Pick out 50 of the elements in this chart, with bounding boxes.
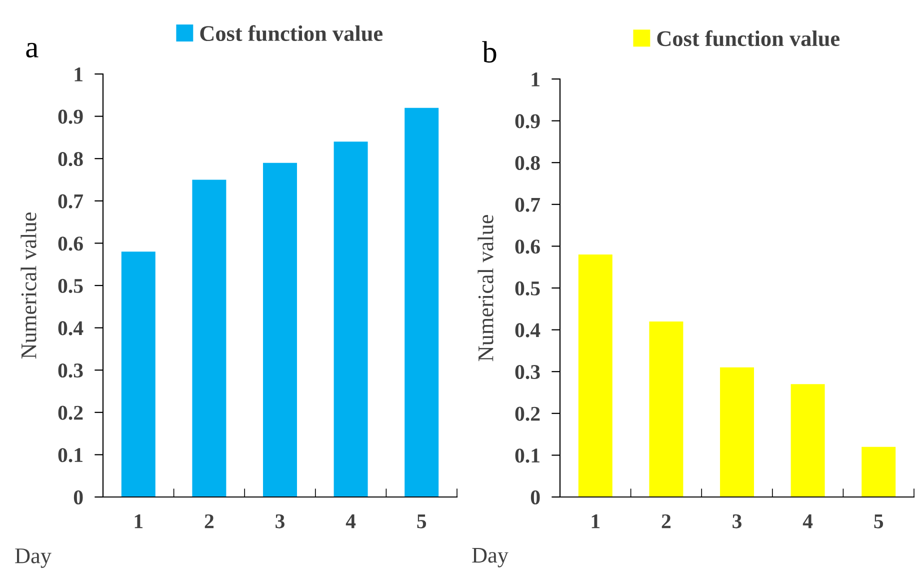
y-tick-label: 0.8 xyxy=(58,152,83,166)
y-tick-label: 0.2 xyxy=(58,406,83,420)
x-tick-label: 5 xyxy=(874,514,884,528)
y-tick-label: 0.3 xyxy=(58,363,83,378)
y-tick-label: 0.8 xyxy=(515,156,540,170)
x-tick-label: 1 xyxy=(134,514,143,528)
x-axis-title: Day xyxy=(15,548,52,568)
y-tick-label: 1 xyxy=(74,67,82,82)
y-axis-title: Numerical value xyxy=(478,215,494,362)
bar xyxy=(263,162,297,497)
x-tick-label: 2 xyxy=(204,514,214,528)
y-tick-label: 0.3 xyxy=(515,364,540,380)
x-tick-label: 2 xyxy=(662,514,671,528)
y-axis-title: Numerical value xyxy=(20,212,36,359)
x-tick-label: 3 xyxy=(732,514,742,528)
bar xyxy=(121,252,156,497)
y-tick-label: 0 xyxy=(530,490,540,504)
x-tick-label: 1 xyxy=(592,514,600,528)
bar xyxy=(192,180,226,497)
bar xyxy=(649,321,684,497)
x-tick-label: 5 xyxy=(417,514,426,528)
y-tick-label: 0.5 xyxy=(515,281,540,296)
y-tick-label: 0.7 xyxy=(515,198,540,212)
y-tick-label: 0.6 xyxy=(515,240,540,254)
x-tick-label: 4 xyxy=(802,514,813,528)
bar xyxy=(862,446,896,497)
chart-title: a xyxy=(26,42,38,58)
y-tick-label: 0.4 xyxy=(58,321,84,336)
legend-label: Cost function value xyxy=(200,25,383,42)
bar xyxy=(404,108,439,497)
y-tick-label: 0.1 xyxy=(515,448,540,463)
y-tick-label: 0 xyxy=(74,490,83,504)
y-tick-label: 0.9 xyxy=(515,114,540,128)
y-tick-label: 0.5 xyxy=(58,278,83,294)
bar xyxy=(790,384,825,497)
y-tick-label: 0.6 xyxy=(58,236,83,251)
y-tick-label: 0.2 xyxy=(515,406,540,421)
bar xyxy=(578,254,612,497)
bar xyxy=(334,142,368,497)
x-axis-title: Day xyxy=(472,548,508,568)
x-tick-label: 3 xyxy=(276,514,284,528)
y-tick-label: 0.1 xyxy=(58,448,82,462)
y-tick-label: 0.9 xyxy=(58,110,83,124)
y-tick-label: 1 xyxy=(532,72,540,86)
legend-label: Cost function value xyxy=(657,30,840,46)
y-tick-label: 0.7 xyxy=(58,194,84,208)
bar xyxy=(720,367,754,497)
x-tick-label: 4 xyxy=(346,514,356,528)
chart-title: b xyxy=(482,41,496,63)
y-tick-label: 0.4 xyxy=(515,323,540,338)
